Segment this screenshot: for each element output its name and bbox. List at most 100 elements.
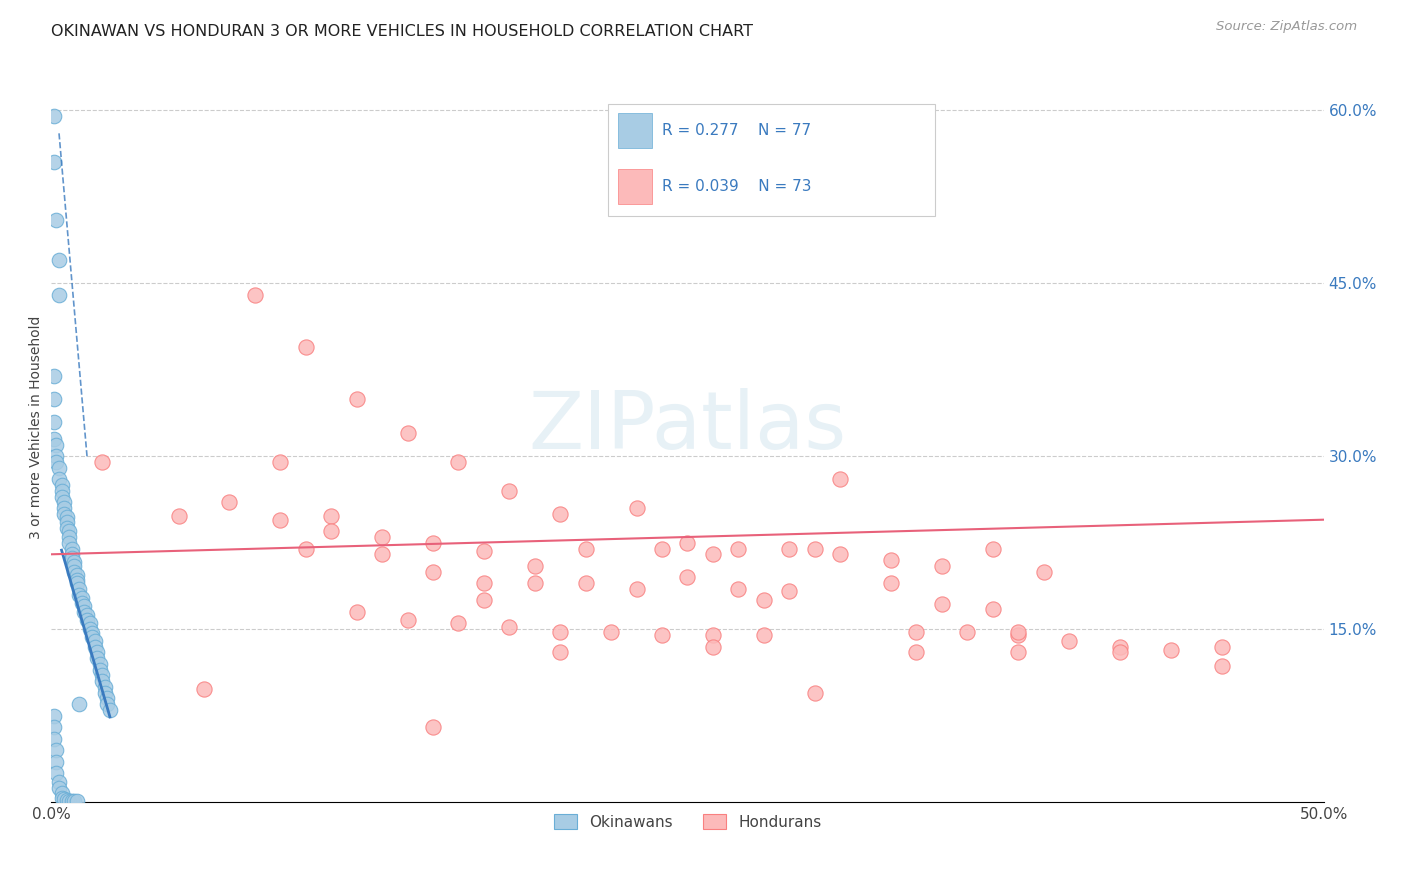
- Point: [48, 472, 70, 486]
- Point: [79, 616, 101, 631]
- Point: [58, 524, 80, 539]
- Point: [73, 605, 96, 619]
- Text: Source: ZipAtlas.com: Source: ZipAtlas.com: [1216, 20, 1357, 33]
- Point: [63, 558, 86, 573]
- Point: [1007, 624, 1029, 639]
- Point: [60, 550, 83, 565]
- Point: [51, 490, 73, 504]
- Point: [86, 645, 108, 659]
- Point: [83, 640, 105, 654]
- Point: [371, 530, 394, 544]
- Point: [94, 680, 117, 694]
- Point: [48, 460, 70, 475]
- Point: [905, 645, 928, 659]
- Point: [193, 682, 215, 697]
- Point: [55, 793, 77, 807]
- Point: [447, 616, 470, 631]
- Point: [702, 640, 724, 654]
- Point: [53, 495, 76, 509]
- Point: [45, 438, 67, 452]
- Point: [51, 478, 73, 492]
- Point: [1211, 640, 1233, 654]
- Point: [48, 781, 70, 796]
- Point: [321, 509, 343, 524]
- Point: [626, 501, 648, 516]
- Point: [752, 628, 775, 642]
- Point: [83, 633, 105, 648]
- Point: [778, 584, 800, 599]
- Point: [269, 455, 291, 469]
- Point: [1211, 659, 1233, 673]
- Point: [66, 576, 89, 591]
- Point: [55, 521, 77, 535]
- Point: [45, 766, 67, 780]
- Point: [371, 547, 394, 561]
- Point: [321, 524, 343, 539]
- Point: [472, 576, 495, 591]
- Point: [98, 703, 121, 717]
- Point: [67, 582, 90, 596]
- Point: [91, 674, 114, 689]
- Point: [91, 668, 114, 682]
- Point: [422, 720, 444, 734]
- Point: [51, 786, 73, 800]
- Point: [58, 530, 80, 544]
- Y-axis label: 3 or more Vehicles in Household: 3 or more Vehicles in Household: [30, 316, 44, 539]
- Text: ZIPatlas: ZIPatlas: [529, 388, 846, 467]
- Point: [51, 483, 73, 498]
- Point: [981, 541, 1004, 556]
- Point: [422, 565, 444, 579]
- Point: [218, 495, 240, 509]
- Point: [575, 576, 598, 591]
- Point: [548, 624, 571, 639]
- Point: [523, 558, 546, 573]
- Point: [931, 597, 953, 611]
- Point: [66, 573, 89, 587]
- Point: [1160, 643, 1182, 657]
- Point: [981, 601, 1004, 615]
- Point: [1109, 640, 1132, 654]
- Point: [626, 582, 648, 596]
- Point: [48, 253, 70, 268]
- Point: [702, 547, 724, 561]
- Point: [472, 544, 495, 558]
- Point: [575, 541, 598, 556]
- Point: [60, 541, 83, 556]
- Legend: Okinawans, Hondurans: Okinawans, Hondurans: [547, 807, 828, 836]
- Point: [66, 568, 89, 582]
- Point: [96, 691, 118, 706]
- Point: [63, 565, 86, 579]
- Point: [548, 645, 571, 659]
- Point: [42, 708, 65, 723]
- Point: [89, 657, 111, 671]
- Point: [70, 596, 93, 610]
- Point: [830, 547, 852, 561]
- Point: [727, 541, 749, 556]
- Point: [803, 686, 825, 700]
- Point: [830, 472, 852, 486]
- Point: [82, 625, 104, 640]
- Point: [45, 212, 67, 227]
- Point: [60, 794, 83, 808]
- Point: [600, 624, 623, 639]
- Point: [651, 628, 673, 642]
- Point: [396, 613, 419, 627]
- Point: [51, 790, 73, 805]
- Point: [63, 555, 86, 569]
- Point: [76, 613, 98, 627]
- Point: [94, 686, 117, 700]
- Point: [45, 450, 67, 464]
- Point: [76, 608, 98, 623]
- Point: [295, 541, 318, 556]
- Point: [42, 432, 65, 446]
- Point: [346, 392, 368, 406]
- Point: [523, 576, 546, 591]
- Point: [396, 426, 419, 441]
- Point: [89, 663, 111, 677]
- Point: [79, 622, 101, 636]
- Point: [96, 697, 118, 711]
- Point: [58, 794, 80, 808]
- Point: [42, 155, 65, 169]
- Point: [752, 593, 775, 607]
- Point: [42, 720, 65, 734]
